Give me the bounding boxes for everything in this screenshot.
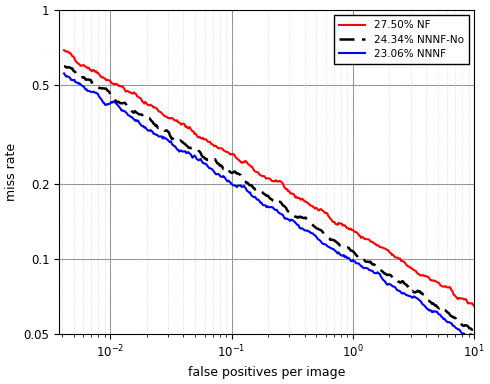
24.34% NNNF-No bbox=[223, 169, 229, 174]
27.50% NF bbox=[223, 149, 229, 154]
27.50% NF bbox=[471, 304, 477, 309]
24.34% NNNF-No bbox=[195, 147, 200, 152]
23.06% NNNF bbox=[471, 334, 477, 339]
Line: 23.06% NNNF: 23.06% NNNF bbox=[64, 73, 474, 337]
27.50% NF bbox=[195, 135, 200, 139]
27.50% NF bbox=[110, 82, 116, 86]
23.06% NNNF bbox=[359, 264, 365, 269]
23.06% NNNF bbox=[223, 178, 229, 182]
Line: 24.34% NNNF-No: 24.34% NNNF-No bbox=[64, 66, 474, 331]
24.34% NNNF-No bbox=[471, 328, 477, 333]
23.06% NNNF bbox=[357, 263, 363, 267]
24.34% NNNF-No bbox=[359, 258, 365, 263]
24.34% NNNF-No bbox=[110, 96, 116, 101]
27.50% NF bbox=[61, 48, 67, 53]
27.50% NF bbox=[359, 235, 365, 239]
23.06% NNNF bbox=[319, 241, 325, 245]
24.34% NNNF-No bbox=[319, 229, 325, 233]
23.06% NNNF bbox=[61, 71, 67, 76]
23.06% NNNF bbox=[195, 157, 200, 162]
23.06% NNNF bbox=[110, 99, 116, 104]
Line: 27.50% NF: 27.50% NF bbox=[64, 50, 474, 306]
Y-axis label: miss rate: miss rate bbox=[5, 143, 18, 201]
24.34% NNNF-No bbox=[61, 64, 67, 68]
Legend: 27.50% NF, 24.34% NNNF-No, 23.06% NNNF: 27.50% NF, 24.34% NNNF-No, 23.06% NNNF bbox=[334, 15, 469, 64]
27.50% NF bbox=[357, 233, 363, 238]
27.50% NF bbox=[319, 208, 325, 213]
24.34% NNNF-No bbox=[357, 257, 363, 262]
X-axis label: false positives per image: false positives per image bbox=[188, 366, 345, 379]
